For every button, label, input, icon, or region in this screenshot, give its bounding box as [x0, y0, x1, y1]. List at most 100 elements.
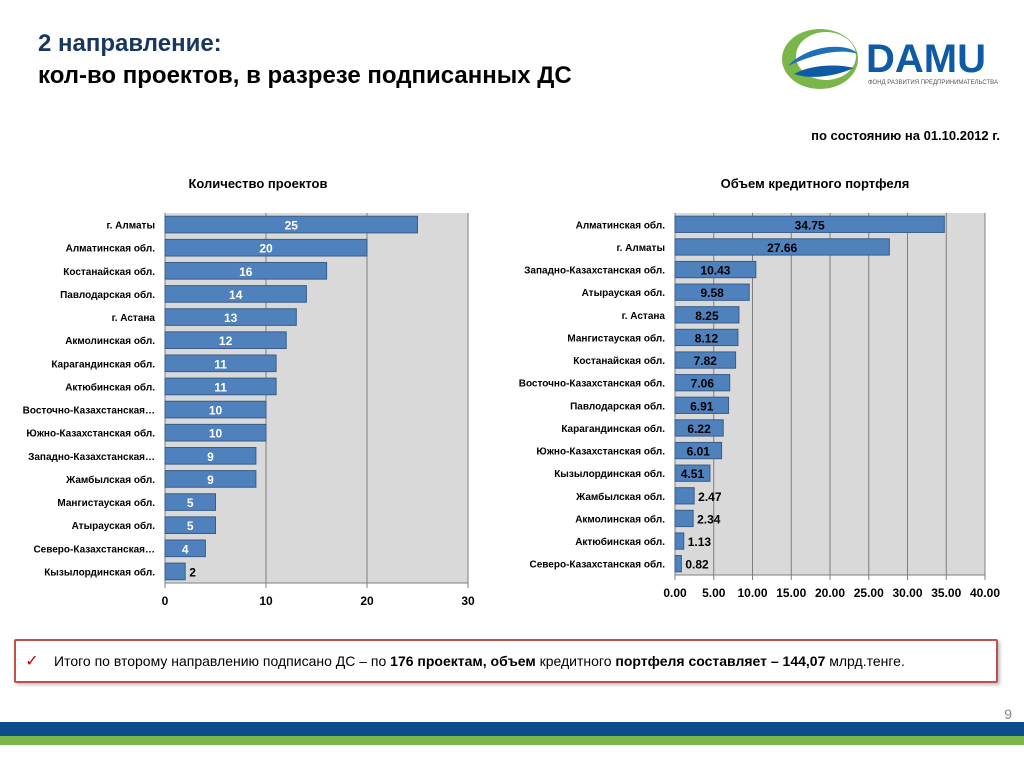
chart1-tick-label: 0	[162, 594, 169, 608]
chart2-bar	[674, 283, 750, 301]
chart2-value-label: 6.91	[690, 399, 714, 413]
chart2-category-label: г. Алматы	[616, 243, 665, 254]
chart2-category-label: Кызылординская обл.	[554, 468, 665, 480]
chart2-tick-label: 20.00	[815, 586, 845, 600]
chart1-value-label: 10	[209, 404, 223, 418]
chart2-bar	[674, 351, 737, 369]
chart1-value-label: 13	[224, 311, 238, 325]
chart2-tick-label: 30.00	[892, 586, 922, 600]
chart1-value-label: 9	[207, 450, 214, 464]
chart1-value-label: 5	[187, 496, 194, 510]
chart2-category-label: Северо-Казахстанская обл.	[530, 559, 666, 571]
chart2-value-label: 0.82	[685, 558, 709, 572]
chart1-category-label: Восточно-Казахстанская…	[23, 406, 155, 417]
chart1-category-label: Павлодарская обл.	[60, 289, 155, 301]
chart2-value-label: 6.22	[687, 422, 711, 436]
status-date: по состоянию на 01.10.2012 г.	[811, 128, 1000, 143]
summary-part5: млрд.тенге.	[825, 653, 905, 669]
chart2-bar	[674, 419, 724, 437]
chart1-value-label: 16	[239, 265, 253, 279]
damu-logo-text: DAMU	[866, 37, 986, 81]
chart1-bar	[164, 423, 267, 442]
chart1-category-label: Карагандинская обл.	[51, 358, 155, 370]
summary-part1: Итого по второму направлению подписано Д…	[54, 653, 391, 669]
summary-text: Итого по второму направлению подписано Д…	[54, 653, 905, 669]
chart1-value-label: 11	[214, 380, 227, 394]
chart1-value-label: 20	[259, 242, 273, 256]
chart2-bar	[674, 238, 890, 256]
chart1-value-label: 9	[207, 473, 214, 487]
chart2-tick-label: 5.00	[702, 586, 726, 600]
chart1-category-label: Жамбылская обл.	[65, 474, 155, 486]
chart2-value-label: 8.25	[695, 309, 719, 323]
chart2-value-label: 4.51	[681, 467, 705, 481]
chart1-category-label: Актюбинская обл.	[65, 381, 155, 393]
chart1-tick-label: 20	[360, 594, 374, 608]
chart1-category-label: Атырауская обл.	[72, 520, 156, 532]
chart2-title: Объем кредитного портфеля	[720, 176, 910, 191]
chart1-bar	[164, 261, 328, 280]
chart2-category-label: Южно-Казахстанская обл.	[536, 446, 665, 458]
chart1-bar	[164, 215, 418, 234]
chart1-category-label: Южно-Казахстанская обл.	[26, 428, 155, 440]
chart1-category-label: Акмолинская обл.	[65, 335, 155, 347]
chart1-bar	[164, 562, 186, 581]
chart2-value-label: 8.12	[695, 331, 719, 345]
chart2-category-label: Акмолинская обл.	[575, 513, 665, 525]
chart2-bar	[674, 260, 757, 279]
chart2-value-label: 2.47	[698, 490, 722, 504]
chart1-title: Количество проектов	[188, 176, 328, 191]
chart2-category-label: Карагандинская обл.	[561, 423, 665, 435]
chart2-tick-label: 15.00	[776, 586, 806, 600]
chart1-category-label: Северо-Казахстанская…	[33, 544, 155, 555]
chart2-tick-label: 0.00	[663, 586, 687, 600]
chart1-category-label: Кызылординская обл.	[44, 566, 155, 578]
chart2-tick-label: 35.00	[931, 586, 961, 600]
chart1-value-label: 11	[214, 357, 227, 371]
damu-logo: DAMU ФОНД РАЗВИТИЯ ПРЕДПРИНИМАТЕЛЬСТВА	[782, 29, 998, 89]
chart1-bar	[164, 331, 287, 350]
chart2-bar	[674, 396, 730, 414]
damu-swirl-logo-icon	[782, 29, 858, 89]
summary-part2: проектам, объем	[413, 653, 536, 669]
chart1-category-label: Западно-Казахстанская…	[28, 452, 155, 463]
chart2-category-label: Западно-Казахстанская обл.	[524, 265, 665, 277]
chart1-bar	[164, 285, 307, 303]
chart2-bar	[674, 509, 694, 528]
chart1-bar	[164, 308, 297, 326]
chart2-bar	[674, 374, 731, 392]
summary-box: ✓ Итого по второму направлению подписано…	[14, 639, 998, 683]
summary-part3: кредитного	[535, 653, 616, 669]
chart1-value-label: 10	[209, 427, 223, 441]
chart2-bar	[674, 555, 682, 573]
chart2-bar	[674, 328, 739, 347]
chart2-bar	[674, 464, 711, 482]
footer-stripe-green	[0, 736, 1024, 745]
chart1-category-label: г. Алматы	[106, 221, 155, 232]
chart1-bar	[164, 377, 277, 396]
chart2-category-label: Жамбылская обл.	[575, 491, 665, 503]
chart1-category-label: Костанайская обл.	[63, 266, 155, 278]
chart1-category-label: Мангистауская обл.	[57, 497, 155, 509]
chart1-bar	[164, 539, 206, 558]
chart1-bar	[164, 470, 257, 488]
chart1-value-label: 25	[285, 219, 299, 233]
chart1-bar	[164, 446, 257, 465]
chart2-category-label: Восточно-Казахстанская обл.	[519, 378, 665, 390]
summary-count: 176	[390, 653, 414, 669]
chart2-value-label: 34.75	[795, 218, 825, 232]
chart2-category-label: Актюбинская обл.	[575, 536, 665, 548]
chart1-tick-label: 30	[461, 594, 475, 608]
chart2-value-label: 27.66	[767, 241, 797, 255]
chart2-category-label: Мангистауская обл.	[567, 332, 665, 344]
chart2-tick-label: 40.00	[970, 586, 1000, 600]
chart1-category-label: Алматинская обл.	[66, 243, 156, 255]
chart2-value-label: 6.01	[687, 445, 711, 459]
chart2-value-label: 7.82	[694, 354, 718, 368]
chart1-value-label: 2	[189, 565, 196, 579]
chart1-value-label: 4	[182, 542, 189, 556]
chart2-value-label: 2.34	[697, 512, 721, 526]
chart1-bar	[164, 516, 216, 535]
page-number: 9	[1004, 706, 1012, 722]
chart2-value-label: 10.43	[700, 264, 730, 278]
